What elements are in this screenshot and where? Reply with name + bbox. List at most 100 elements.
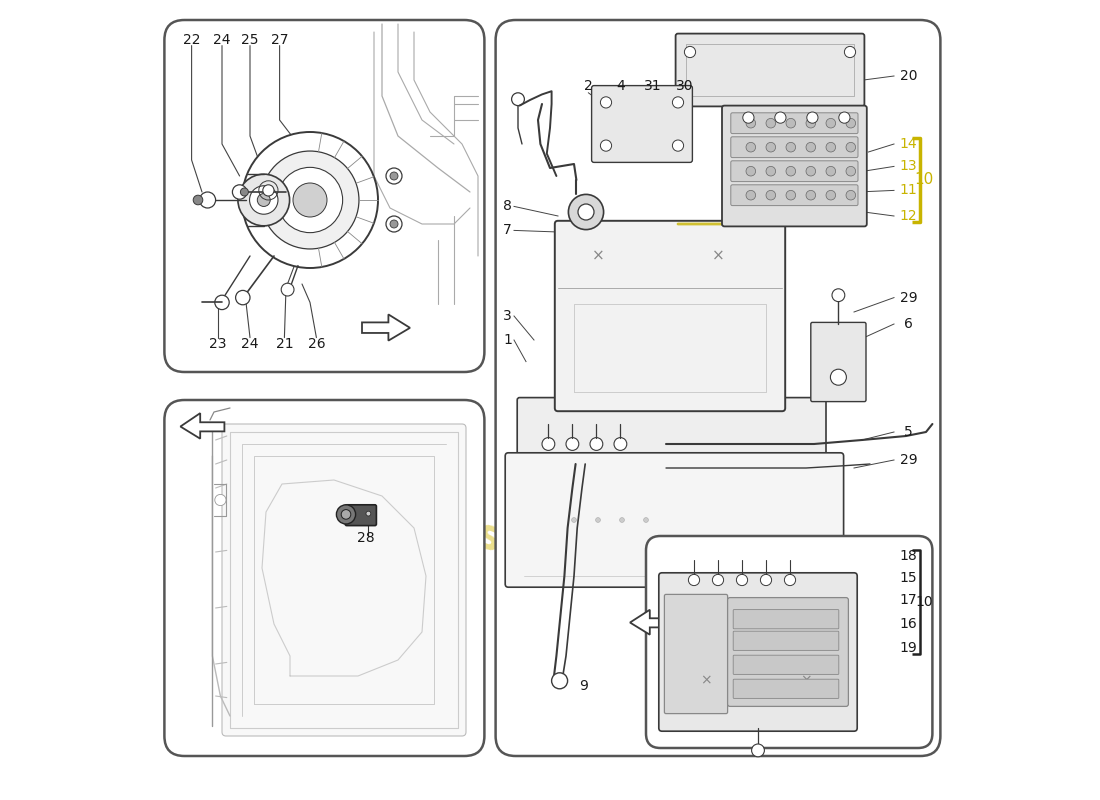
Text: 29: 29	[900, 453, 917, 467]
Circle shape	[806, 142, 815, 152]
Circle shape	[366, 511, 371, 516]
Circle shape	[551, 673, 568, 689]
FancyBboxPatch shape	[734, 679, 839, 698]
Circle shape	[689, 574, 700, 586]
Circle shape	[619, 518, 625, 522]
Circle shape	[806, 118, 815, 128]
Circle shape	[672, 97, 683, 108]
FancyBboxPatch shape	[722, 106, 867, 226]
Text: 19: 19	[900, 641, 917, 655]
Text: 30: 30	[675, 79, 693, 94]
Circle shape	[826, 142, 836, 152]
Circle shape	[826, 166, 836, 176]
Text: 6: 6	[904, 317, 913, 331]
Text: 4: 4	[616, 79, 625, 94]
Circle shape	[261, 151, 359, 249]
Circle shape	[644, 518, 648, 522]
Circle shape	[713, 574, 724, 586]
Circle shape	[614, 438, 627, 450]
FancyBboxPatch shape	[730, 161, 858, 182]
Circle shape	[746, 190, 756, 200]
FancyBboxPatch shape	[222, 424, 466, 736]
Circle shape	[590, 438, 603, 450]
Text: 10: 10	[915, 594, 933, 609]
Circle shape	[282, 283, 294, 296]
Circle shape	[751, 744, 764, 757]
Circle shape	[746, 118, 756, 128]
Text: 13: 13	[900, 159, 917, 174]
Text: 28: 28	[358, 530, 375, 545]
Circle shape	[199, 192, 216, 208]
Circle shape	[601, 97, 612, 108]
Text: 18: 18	[900, 549, 917, 563]
Circle shape	[784, 574, 795, 586]
Circle shape	[572, 518, 576, 522]
FancyBboxPatch shape	[734, 631, 839, 650]
FancyBboxPatch shape	[675, 34, 865, 106]
Circle shape	[766, 190, 775, 200]
Text: 12: 12	[900, 209, 917, 223]
Text: ×: ×	[800, 673, 812, 687]
Circle shape	[806, 166, 815, 176]
FancyBboxPatch shape	[554, 221, 785, 411]
Text: 5: 5	[904, 425, 913, 439]
Circle shape	[601, 140, 612, 151]
Circle shape	[684, 46, 695, 58]
Circle shape	[826, 118, 836, 128]
Text: EPC: EPC	[747, 63, 926, 145]
Circle shape	[386, 168, 402, 184]
Circle shape	[786, 118, 795, 128]
Text: 24: 24	[241, 337, 258, 351]
Circle shape	[746, 166, 756, 176]
Circle shape	[512, 93, 525, 106]
Circle shape	[337, 505, 355, 524]
Circle shape	[238, 174, 289, 226]
Text: 11: 11	[900, 183, 917, 198]
Text: 26: 26	[308, 337, 326, 351]
Circle shape	[766, 118, 775, 128]
Circle shape	[845, 46, 856, 58]
Text: 10: 10	[915, 173, 934, 187]
Circle shape	[242, 132, 378, 268]
FancyBboxPatch shape	[505, 453, 844, 587]
Polygon shape	[180, 413, 224, 438]
Circle shape	[846, 118, 856, 128]
Text: 17: 17	[900, 593, 917, 607]
FancyBboxPatch shape	[164, 20, 484, 372]
Circle shape	[846, 190, 856, 200]
Circle shape	[786, 166, 795, 176]
Circle shape	[806, 112, 818, 123]
Text: 27: 27	[271, 33, 288, 47]
FancyBboxPatch shape	[659, 573, 857, 731]
Text: 9: 9	[580, 678, 588, 693]
Text: 23: 23	[209, 337, 227, 351]
FancyBboxPatch shape	[592, 86, 692, 162]
Circle shape	[263, 185, 274, 196]
Text: 2: 2	[584, 79, 593, 94]
FancyBboxPatch shape	[730, 137, 858, 158]
Text: ×: ×	[701, 673, 712, 687]
Circle shape	[235, 290, 250, 305]
Circle shape	[341, 510, 351, 519]
Circle shape	[774, 112, 786, 123]
Text: 14: 14	[900, 137, 917, 151]
Circle shape	[826, 190, 836, 200]
FancyBboxPatch shape	[517, 398, 826, 466]
Circle shape	[830, 370, 846, 386]
Circle shape	[293, 183, 327, 217]
Circle shape	[214, 494, 225, 506]
FancyBboxPatch shape	[734, 610, 839, 629]
Circle shape	[569, 194, 604, 230]
FancyBboxPatch shape	[734, 655, 839, 674]
Circle shape	[766, 166, 775, 176]
Circle shape	[390, 172, 398, 180]
Text: 16: 16	[900, 617, 917, 631]
Circle shape	[566, 438, 579, 450]
Text: 31: 31	[644, 79, 661, 94]
Circle shape	[257, 194, 271, 206]
Text: ×: ×	[592, 249, 604, 263]
Text: 29: 29	[900, 290, 917, 305]
Circle shape	[742, 112, 754, 123]
Circle shape	[232, 185, 246, 199]
Circle shape	[595, 518, 601, 522]
